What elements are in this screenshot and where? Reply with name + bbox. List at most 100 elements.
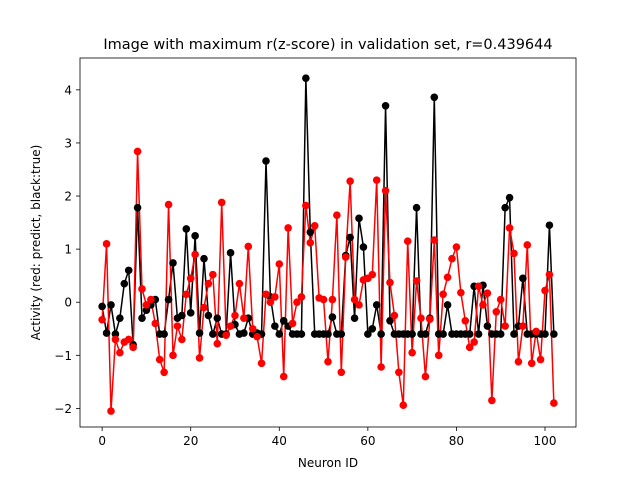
- data-point-predict: [434, 351, 443, 360]
- x-tick-label: 100: [534, 434, 557, 448]
- data-point-predict: [350, 295, 359, 304]
- data-point-predict: [124, 335, 133, 344]
- data-point-predict: [266, 298, 275, 307]
- data-point-true: [541, 330, 549, 338]
- data-point-true: [297, 330, 306, 338]
- data-point-predict: [111, 335, 120, 344]
- data-point-true: [275, 330, 284, 338]
- data-point-predict: [532, 327, 540, 336]
- data-point-true: [545, 221, 554, 230]
- data-point-predict: [527, 359, 536, 368]
- data-point-predict: [107, 407, 115, 415]
- data-point-predict: [248, 324, 257, 333]
- data-point-predict: [155, 355, 164, 364]
- data-point-predict: [448, 254, 456, 263]
- data-point-true: [386, 317, 394, 325]
- data-point-true: [501, 203, 509, 212]
- data-point-predict: [284, 224, 292, 232]
- data-point-predict: [496, 295, 505, 304]
- data-point-predict: [465, 343, 474, 352]
- data-point-true: [368, 324, 377, 333]
- data-point-predict: [164, 200, 173, 209]
- data-point-predict: [306, 238, 315, 247]
- data-point-predict: [545, 270, 554, 279]
- data-point-true: [328, 313, 337, 321]
- data-point-true: [186, 309, 195, 317]
- data-point-predict: [341, 253, 350, 261]
- data-point-predict: [386, 278, 394, 287]
- data-point-true: [116, 314, 124, 322]
- data-point-predict: [262, 290, 270, 299]
- data-point-predict: [213, 339, 222, 348]
- data-point-predict: [178, 335, 186, 344]
- data-point-predict: [408, 348, 416, 357]
- data-point-predict: [483, 289, 492, 298]
- data-point-predict: [293, 298, 301, 307]
- data-point-predict: [102, 240, 111, 248]
- data-point-predict: [240, 314, 248, 322]
- data-point-predict: [452, 243, 461, 251]
- data-point-predict: [160, 368, 168, 377]
- data-point-true: [164, 295, 173, 304]
- x-axis-label: Neuron ID: [298, 456, 358, 470]
- data-point-predict: [310, 221, 319, 230]
- data-point-predict: [337, 368, 346, 377]
- y-tick-label: 4: [64, 83, 72, 97]
- data-point-true: [138, 314, 146, 322]
- y-axis: −2 −1 0 1 2 3 4: [54, 83, 80, 416]
- data-point-predict: [235, 279, 244, 288]
- x-tick-label: 60: [360, 434, 375, 448]
- data-point-predict: [479, 301, 487, 309]
- data-point-predict: [488, 396, 496, 405]
- data-point-true: [505, 193, 514, 202]
- data-point-true: [412, 203, 421, 212]
- data-point-predict: [200, 303, 208, 312]
- data-point-predict: [98, 315, 106, 324]
- data-point-predict: [279, 372, 288, 381]
- data-point-predict: [430, 236, 439, 244]
- data-point-predict: [474, 282, 483, 291]
- data-point-true: [381, 101, 390, 110]
- data-point-true: [200, 254, 208, 263]
- data-point-predict: [514, 357, 523, 366]
- data-point-true: [510, 330, 518, 338]
- data-point-predict: [288, 319, 297, 328]
- data-point-true: [550, 330, 558, 338]
- data-point-true: [306, 228, 315, 236]
- data-point-predict: [550, 399, 558, 407]
- data-point-predict: [204, 279, 213, 288]
- y-axis-label: Activity (red: predict, black:true): [29, 145, 43, 341]
- data-point-true: [226, 249, 235, 257]
- data-point-predict: [226, 322, 235, 330]
- chart-title: Image with maximum r(z-score) in validat…: [103, 37, 552, 53]
- x-axis: 0 20 40 60 80 100: [98, 427, 556, 448]
- data-point-predict: [151, 319, 160, 328]
- data-point-true: [359, 243, 368, 251]
- x-tick-label: 0: [98, 434, 106, 448]
- data-point-true: [519, 274, 527, 283]
- data-point-predict: [368, 270, 377, 279]
- data-point-true: [302, 74, 310, 82]
- data-point-predict: [461, 317, 470, 325]
- data-point-predict: [403, 237, 412, 245]
- data-point-true: [107, 301, 115, 309]
- data-point-true: [262, 157, 270, 165]
- data-point-true: [182, 225, 191, 233]
- data-point-true: [98, 302, 106, 311]
- data-point-predict: [169, 351, 177, 360]
- data-point-predict: [186, 274, 195, 283]
- data-point-predict: [222, 331, 230, 339]
- data-point-true: [279, 317, 288, 325]
- data-point-true: [124, 266, 133, 275]
- data-point-predict: [505, 224, 514, 232]
- data-point-predict: [297, 293, 306, 301]
- data-point-predict: [244, 242, 253, 251]
- data-point-predict: [395, 368, 403, 377]
- data-point-predict: [346, 177, 354, 185]
- x-tick-label: 20: [183, 434, 198, 448]
- data-point-predict: [381, 186, 390, 195]
- data-point-true: [421, 330, 430, 338]
- data-point-predict: [519, 322, 527, 330]
- data-point-true: [209, 330, 217, 338]
- series-markers-predict: [98, 147, 558, 415]
